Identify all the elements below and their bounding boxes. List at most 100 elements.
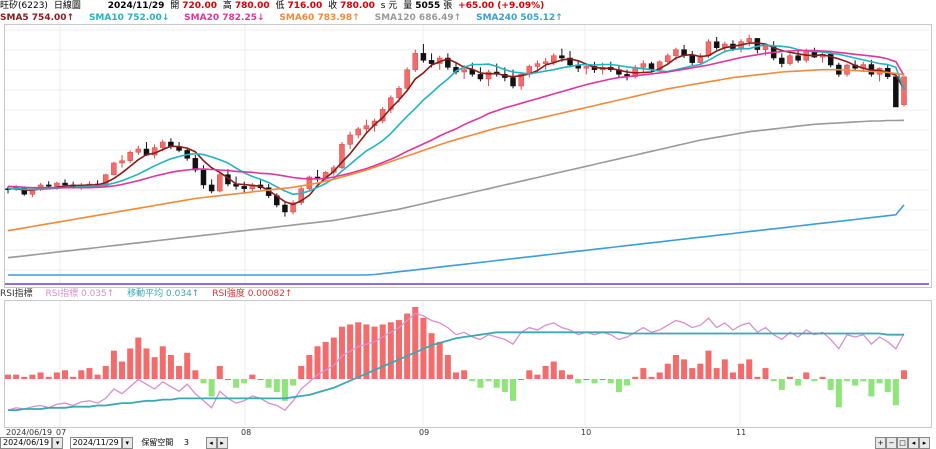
indicator-histogram-bar xyxy=(615,379,622,393)
candle-body xyxy=(363,125,370,130)
indicator-histogram-bar xyxy=(45,376,52,379)
indicator-histogram-bar xyxy=(62,370,69,379)
stock-symbol: 旺矽(6223) xyxy=(0,1,48,11)
candle-body xyxy=(192,158,199,171)
scroll-left-icon[interactable]: ◂ xyxy=(205,436,217,449)
indicator-histogram-bar xyxy=(453,372,459,379)
indicator-title[interactable]: RSI指標 xyxy=(0,289,33,299)
sma240-legend[interactable]: SMA240 505.12↑ xyxy=(476,13,563,23)
sma240-line xyxy=(8,204,905,276)
indicator-histogram-bar xyxy=(681,359,688,379)
indicator-panel-frame xyxy=(4,300,932,428)
chart-header: 旺矽(6223) 日線圖 2024/11/29 開 720.00 高 780.00 … xyxy=(0,0,936,12)
candle-body xyxy=(542,61,549,64)
indicator-histogram-bar xyxy=(672,355,679,379)
indicator-histogram-bar xyxy=(583,379,590,380)
rsi-line-legend[interactable]: RSI指標 0.035↑ xyxy=(45,289,115,299)
candle-body xyxy=(779,57,785,64)
candle-body xyxy=(550,55,557,62)
candle-body xyxy=(111,162,117,175)
indicator-histogram-bar xyxy=(29,374,36,379)
indicator-histogram-bar xyxy=(257,379,264,380)
indicator-histogram-bar xyxy=(387,322,394,379)
indicator-histogram-bar xyxy=(778,379,785,390)
indicator-histogram-bar xyxy=(461,370,468,379)
sma20-legend[interactable]: SMA20 782.25↓ xyxy=(184,13,265,23)
indicator-histogram-bar xyxy=(485,379,492,382)
zoom-out-icon[interactable]: − xyxy=(886,436,897,449)
indicator-histogram-bar xyxy=(599,379,606,380)
candle-body xyxy=(656,61,663,70)
sma60-legend[interactable]: SMA60 783.98↑ xyxy=(279,13,360,23)
candle-body xyxy=(347,134,353,145)
candle-body xyxy=(135,148,142,153)
indicator-histogram-bar xyxy=(151,357,158,379)
from-date-dropdown-icon[interactable]: ▾ xyxy=(52,436,64,449)
sma60-line xyxy=(7,68,905,232)
x-tick-label: 08 xyxy=(241,428,251,437)
keep-space-value: 3 xyxy=(183,438,189,447)
candle-body xyxy=(396,88,402,98)
indicator-histogram-bar xyxy=(110,350,117,379)
fit-icon[interactable]: □ xyxy=(897,436,908,449)
candle-body xyxy=(518,74,524,87)
indicator-histogram-bar xyxy=(746,359,753,379)
header-date: 2024/11/29 xyxy=(107,1,165,11)
indicator-histogram-bar xyxy=(510,379,517,401)
indicator-legend: RSI指標 RSI指標 0.035↑ 移動平均 0.034↑ RSI強度 0.0… xyxy=(0,288,936,300)
indicator-histogram-bar xyxy=(290,379,297,386)
to-date-input[interactable]: 2024/11/29 xyxy=(69,436,122,449)
candle-body xyxy=(713,41,720,48)
from-date-input[interactable]: 2024/06/19 xyxy=(0,436,53,449)
indicator-histogram-bar xyxy=(843,379,850,382)
candle-body xyxy=(306,176,313,189)
zoom-in-icon[interactable]: + xyxy=(875,436,886,449)
open-value: 720.00 xyxy=(182,1,217,11)
high-label: 高 xyxy=(222,1,232,11)
indicator-histogram-bar xyxy=(5,374,11,379)
chart-period: 日線圖 xyxy=(53,1,81,11)
indicator-histogram-bar xyxy=(224,379,231,380)
moving-average-line xyxy=(8,331,904,412)
indicator-histogram-bar xyxy=(835,379,842,408)
indicator-histogram-bar xyxy=(86,368,93,379)
indicator-histogram-bar xyxy=(876,379,883,384)
close-value: 780.00 xyxy=(340,1,375,11)
candle-body xyxy=(534,63,541,67)
candle-body xyxy=(45,184,52,187)
scroll-right-icon[interactable]: ▸ xyxy=(216,436,228,449)
indicator-histogram-bar xyxy=(550,361,557,379)
candle-body xyxy=(665,55,671,62)
sma10-line xyxy=(8,44,905,196)
last-icon[interactable]: ▸ xyxy=(919,436,930,449)
candle-body xyxy=(445,57,451,68)
indicator-histogram-bar xyxy=(738,363,745,379)
indicator-histogram-bar xyxy=(632,376,639,379)
indicator-histogram-bar xyxy=(811,379,818,382)
sma10-legend[interactable]: SMA10 752.00↓ xyxy=(88,13,170,23)
indicator-histogram-bar xyxy=(444,355,451,379)
to-date-dropdown-icon[interactable]: ▾ xyxy=(121,436,133,449)
price-unit: s 元 xyxy=(380,1,398,11)
low-label: 低 xyxy=(275,1,285,11)
candle-body xyxy=(339,144,345,168)
rsi-strength-legend[interactable]: RSI強度 0.00082↑ xyxy=(212,289,293,299)
indicator-histogram-bar xyxy=(868,379,875,397)
ma-line-legend[interactable]: 移動平均 0.034↑ xyxy=(127,289,200,299)
indicator-histogram-bar xyxy=(78,370,85,379)
indicator-histogram-bar xyxy=(233,379,240,388)
candle-body xyxy=(404,69,410,89)
indicator-histogram-bar xyxy=(860,379,867,382)
x-tick-label: 07 xyxy=(56,428,66,437)
indicator-histogram-bar xyxy=(786,376,793,379)
first-icon[interactable]: ◂ xyxy=(908,436,919,449)
low-value: 716.00 xyxy=(287,1,323,11)
indicator-histogram-bar xyxy=(176,365,183,379)
sma120-legend[interactable]: SMA120 686.49↑ xyxy=(374,13,462,23)
indicator-histogram-bar xyxy=(884,379,891,393)
sma5-legend[interactable]: SMA5 754.00↑ xyxy=(0,13,75,23)
candle-body xyxy=(705,41,712,56)
indicator-histogram-bar xyxy=(575,379,582,384)
indicator-histogram-bar xyxy=(477,379,484,388)
